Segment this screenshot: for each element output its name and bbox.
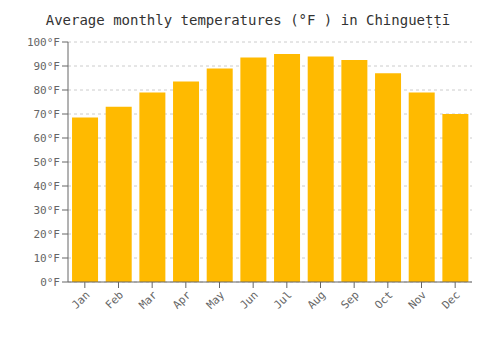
svg-text:0°F: 0°F xyxy=(40,276,60,289)
svg-text:Feb: Feb xyxy=(103,288,126,311)
svg-text:50°F: 50°F xyxy=(34,156,61,169)
svg-text:Apr: Apr xyxy=(170,288,194,312)
svg-text:Jan: Jan xyxy=(69,288,92,311)
svg-text:Dec: Dec xyxy=(440,288,463,311)
svg-text:Aug: Aug xyxy=(305,288,328,311)
svg-text:May: May xyxy=(204,288,228,312)
svg-text:Sep: Sep xyxy=(339,288,362,311)
svg-text:Nov: Nov xyxy=(406,288,430,312)
svg-text:Mar: Mar xyxy=(137,288,161,312)
svg-text:Jul: Jul xyxy=(271,288,294,311)
html-text:Average monthly temperatures (: Average monthly temperatures (°F ) in Ch… xyxy=(45,12,451,28)
svg-text:10°F: 10°F xyxy=(34,252,61,265)
svg-text:90°F: 90°F xyxy=(34,60,61,73)
svg-text:30°F: 30°F xyxy=(34,204,61,217)
svg-text:20°F: 20°F xyxy=(34,228,61,241)
svg-text:60°F: 60°F xyxy=(34,132,61,145)
svg-text:80°F: 80°F xyxy=(34,84,61,97)
svg-text:40°F: 40°F xyxy=(34,180,61,193)
svg-text:Jun: Jun xyxy=(238,288,261,311)
svg-text:100°F: 100°F xyxy=(27,36,60,49)
svg-text:Oct: Oct xyxy=(372,288,395,311)
svg-text:70°F: 70°F xyxy=(34,108,61,121)
